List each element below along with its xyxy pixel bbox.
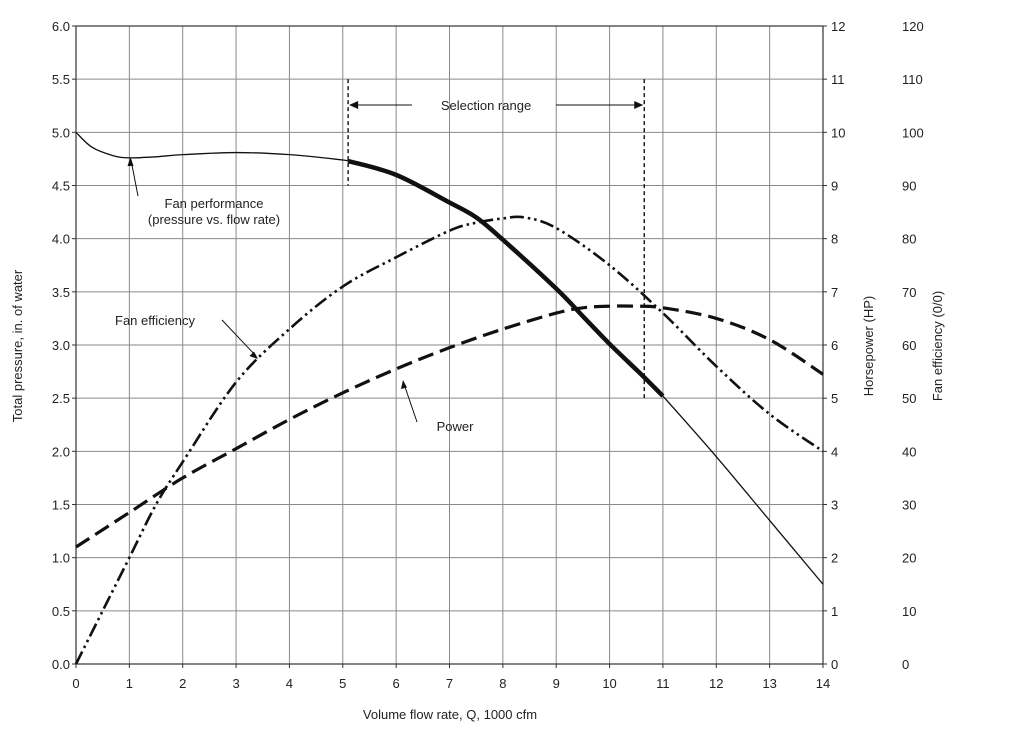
x-tick-label: 0 [72, 676, 79, 691]
y-left-tick-label: 0.0 [52, 657, 70, 672]
y-horsepower-tick-label: 7 [831, 285, 838, 300]
fan-performance-curve [662, 395, 824, 585]
y-horsepower-tick-label: 10 [831, 125, 845, 140]
selection-range-arrowhead-right [634, 101, 644, 109]
x-axis-title: Volume flow rate, Q, 1000 cfm [363, 707, 537, 722]
y-efficiency-tick-label: 80 [902, 232, 916, 247]
fan-performance-label-line1: Fan performance [165, 196, 264, 211]
x-tick-label: 12 [709, 676, 723, 691]
fan-performance-label-line2: (pressure vs. flow rate) [148, 212, 280, 227]
y-efficiency-tick-label: 100 [902, 125, 924, 140]
fan-performance-curve-selection [347, 158, 665, 398]
y-efficiency-tick-label: 20 [902, 551, 916, 566]
y-horsepower-tick-label: 5 [831, 391, 838, 406]
y-horsepower-tick-label: 6 [831, 338, 838, 353]
y-horsepower-tick-label: 2 [831, 551, 838, 566]
y-left-tick-label: 0.5 [52, 604, 70, 619]
y-horsepower-tick-label: 1 [831, 604, 838, 619]
y-axis-horsepower-title: Horsepower (HP) [861, 296, 876, 396]
x-tick-label: 13 [762, 676, 776, 691]
y-horsepower-tick-label: 4 [831, 444, 838, 459]
y-horsepower-tick-label: 12 [831, 19, 845, 34]
y-left-tick-label: 6.0 [52, 19, 70, 34]
fan-efficiency-label: Fan efficiency [115, 313, 195, 328]
y-efficiency-tick-label: 110 [902, 72, 923, 87]
y-left-tick-label: 5.0 [52, 125, 70, 140]
y-efficiency-tick-label: 120 [902, 19, 924, 34]
x-tick-label: 7 [446, 676, 453, 691]
x-tick-label: 1 [126, 676, 133, 691]
x-tick-label: 4 [286, 676, 293, 691]
fan-efficiency-curve [74, 215, 824, 665]
x-tick-label: 9 [553, 676, 560, 691]
y-efficiency-tick-label: 50 [902, 391, 916, 406]
series-group [74, 131, 824, 665]
power-curve [75, 304, 824, 549]
power-leader [403, 383, 418, 423]
tick-labels: 0 1 2 3 4 5 6 7 8 9 10 11 12 13 140.00.51.01.52.02.53.… [52, 19, 924, 691]
y-axis-left-title: Total pressure, in. of water [10, 269, 25, 422]
y-left-tick-label: 3.5 [52, 285, 70, 300]
y-efficiency-tick-label: 30 [902, 498, 916, 513]
y-left-tick-label: 5.5 [52, 72, 70, 87]
y-efficiency-tick-label: 60 [902, 338, 916, 353]
x-tick-label: 3 [232, 676, 239, 691]
y-left-tick-label: 2.0 [52, 444, 70, 459]
y-horsepower-tick-label: 11 [831, 72, 845, 87]
y-axis-efficiency-title: Fan efficiency (0/0) [930, 291, 945, 401]
y-left-tick-label: 4.0 [52, 232, 70, 247]
y-efficiency-tick-label: 90 [902, 179, 916, 194]
y-efficiency-tick-label: 0 [902, 657, 909, 672]
power-label: Power [437, 419, 475, 434]
fan-performance-curve [75, 131, 350, 162]
y-left-tick-label: 2.5 [52, 391, 70, 406]
x-tick-label: 6 [393, 676, 400, 691]
y-horsepower-tick-label: 8 [831, 232, 838, 247]
x-tick-label: 11 [656, 676, 670, 691]
y-efficiency-tick-label: 40 [902, 444, 916, 459]
x-tick-label: 5 [339, 676, 346, 691]
y-left-tick-label: 3.0 [52, 338, 70, 353]
y-horsepower-tick-label: 9 [831, 179, 838, 194]
x-tick-label: 2 [179, 676, 186, 691]
y-horsepower-tick-label: 0 [831, 657, 838, 672]
fan-performance-leader-arrowhead [127, 157, 134, 166]
x-tick-label: 10 [602, 676, 616, 691]
y-efficiency-tick-label: 70 [902, 285, 916, 300]
x-tick-label: 14 [816, 676, 830, 691]
fan-efficiency-leader [221, 319, 257, 357]
y-left-tick-label: 1.5 [52, 498, 70, 513]
y-left-tick-label: 4.5 [52, 179, 70, 194]
y-left-tick-label: 1.0 [52, 551, 70, 566]
y-horsepower-tick-label: 3 [831, 498, 838, 513]
x-tick-label: 8 [499, 676, 506, 691]
power-leader-arrowhead [401, 380, 407, 389]
grid [75, 25, 824, 665]
fan-efficiency-leader-arrowhead [249, 351, 258, 359]
selection-range-label: Selection range [441, 98, 531, 113]
annotations: Selection range Fan performance(pressure … [115, 79, 645, 434]
y-efficiency-tick-label: 10 [902, 604, 916, 619]
selection-range-arrowhead-left [349, 101, 359, 109]
